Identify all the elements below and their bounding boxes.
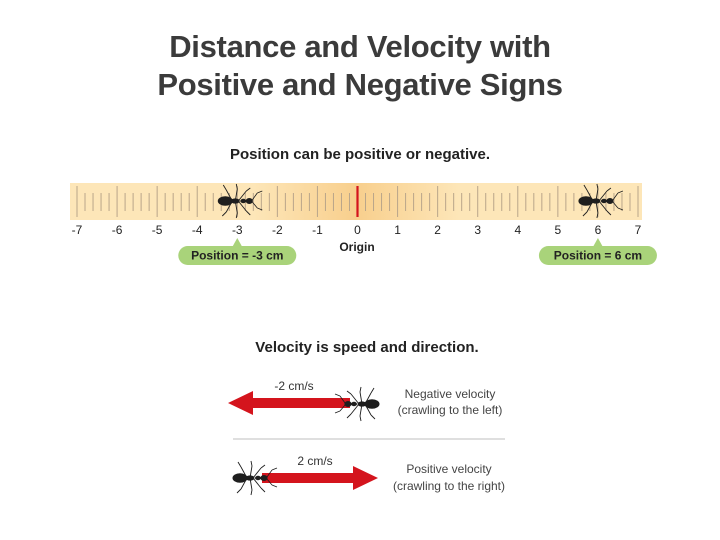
page-title: Distance and Velocity with Positive and … — [0, 28, 720, 104]
tick-label: 0 — [354, 223, 361, 237]
tick-label: 7 — [635, 223, 642, 237]
tick-label: -6 — [112, 223, 123, 237]
negative-velocity-group: -2 cm/s Negative velocity (crawling to t… — [228, 379, 503, 422]
position-label-positive: Position = 6 cm — [554, 249, 642, 263]
title-line-2: Positive and Negative Signs — [157, 67, 563, 102]
title-line-1: Distance and Velocity with — [169, 29, 551, 64]
positive-velocity-desc-line-1: Positive velocity — [406, 462, 491, 476]
tick-label: -7 — [72, 223, 83, 237]
ruler-tick-labels: -7 -6 -5 -4 -3 -2 -1 0 1 2 3 4 5 6 7 — [72, 223, 642, 237]
position-pill-positive — [538, 246, 657, 265]
tick-label: -2 — [272, 223, 283, 237]
position-label-negative: Position = -3 cm — [191, 249, 283, 263]
tick-label: 6 — [595, 223, 602, 237]
negative-speed-label: -2 cm/s — [274, 379, 313, 393]
velocity-heading: Velocity is speed and direction. — [255, 339, 479, 356]
tick-label: -1 — [312, 223, 323, 237]
position-ruler: -7 -6 -5 -4 -3 -2 -1 0 1 2 3 4 5 6 7 Origin — [70, 183, 642, 254]
pill-tail-negative — [232, 238, 243, 247]
origin-label: Origin — [339, 240, 374, 254]
right-arrow — [262, 466, 378, 490]
tick-label: 4 — [514, 223, 521, 237]
negative-velocity-desc-line-2: (crawling to the left) — [398, 403, 503, 417]
tick-label: -4 — [192, 223, 203, 237]
positive-velocity-desc-line-2: (crawling to the right) — [393, 479, 505, 493]
positive-speed-label: 2 cm/s — [297, 454, 332, 468]
position-pill-negative — [178, 246, 297, 265]
positive-velocity-group: 2 cm/s Positive velocity (crawling to th… — [232, 454, 505, 496]
pill-tail-positive — [592, 238, 603, 247]
tick-label: 1 — [394, 223, 401, 237]
negative-velocity-desc-line-1: Negative velocity — [405, 387, 496, 401]
ruler-bar — [70, 183, 642, 220]
tick-label: -3 — [232, 223, 243, 237]
position-heading: Position can be positive or negative. — [229, 146, 491, 163]
left-arrow — [228, 391, 350, 415]
tick-label: -5 — [152, 223, 163, 237]
position-marker-positive: Position = 6 cm — [538, 183, 657, 265]
position-marker-negative: Position = -3 cm — [178, 183, 297, 265]
tick-label: 2 — [434, 223, 441, 237]
tick-label: 3 — [474, 223, 481, 237]
tick-label: 5 — [555, 223, 562, 237]
